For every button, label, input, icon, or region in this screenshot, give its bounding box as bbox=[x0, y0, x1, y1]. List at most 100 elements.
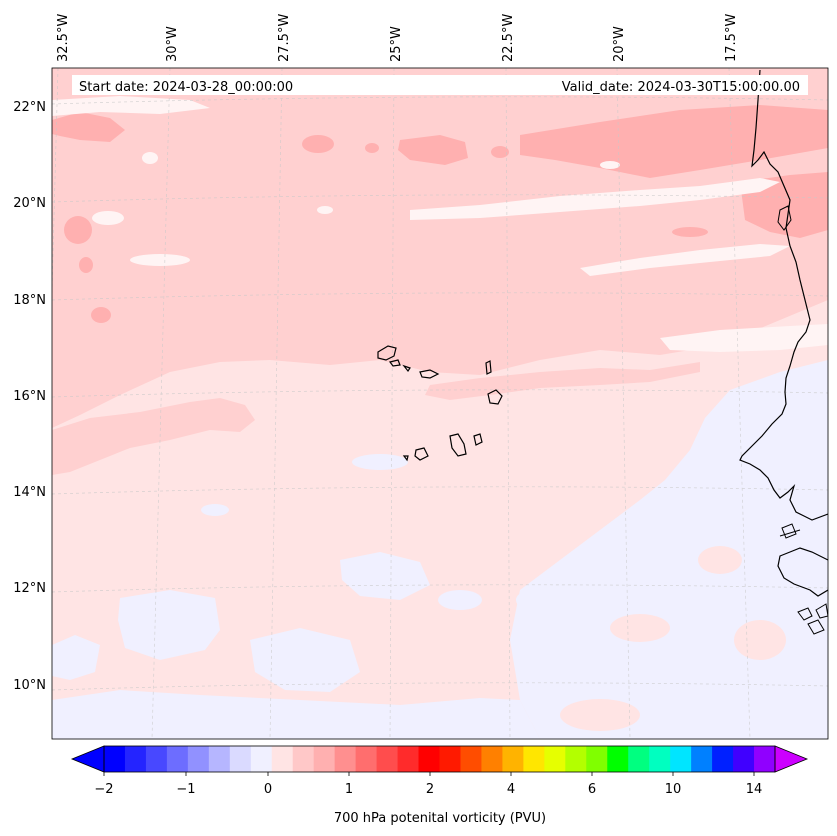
colorbar-cell bbox=[460, 746, 482, 772]
colorbar-cell bbox=[649, 746, 671, 772]
lat-label: 14°N bbox=[13, 485, 46, 500]
colorbar-cell bbox=[670, 746, 692, 772]
colorbar-cell bbox=[502, 746, 524, 772]
colorbar-cell bbox=[544, 746, 566, 772]
lat-label: 22°N bbox=[13, 100, 46, 115]
colorbar-tick-labels: −2 −1 0 1 2 4 6 10 14 bbox=[94, 782, 762, 797]
pv-field-darkpink-c bbox=[398, 135, 468, 165]
lat-label: 20°N bbox=[13, 196, 46, 211]
pv-field-blue-s5 bbox=[52, 690, 540, 739]
island-boa-vista bbox=[487, 389, 503, 405]
lat-label: 16°N bbox=[13, 389, 46, 404]
island-fogo bbox=[414, 447, 429, 461]
colorbar-over-triangle bbox=[774, 745, 809, 773]
colorbar-cell bbox=[292, 746, 315, 772]
pv-field-white-dot-5 bbox=[600, 161, 620, 169]
colorbar-cell bbox=[481, 746, 503, 772]
pv-field-white-dot-2 bbox=[92, 211, 124, 225]
pv-field-pink-pocket-1 bbox=[610, 614, 670, 642]
pv-field-darkpink-w3 bbox=[79, 257, 93, 273]
pv-field-darkpink-e2 bbox=[672, 227, 708, 237]
island-santa-luzia bbox=[402, 364, 411, 373]
colorbar-cell bbox=[250, 746, 273, 772]
colorbar-cell bbox=[607, 746, 629, 772]
lon-label: 25°W bbox=[389, 26, 404, 62]
colorbar-cells bbox=[104, 746, 776, 772]
pv-field-blue-s1 bbox=[118, 590, 220, 660]
colorbar-cell bbox=[229, 746, 252, 772]
pv-field-blue-s4 bbox=[340, 552, 430, 600]
colorbar-outline bbox=[103, 745, 776, 773]
colorbar-tick-label: 10 bbox=[665, 782, 682, 797]
colorbar-cell bbox=[166, 746, 189, 772]
colorbar-cell bbox=[145, 746, 168, 772]
pv-field-darkpink-n1 bbox=[302, 135, 334, 153]
island-santiago bbox=[449, 433, 467, 457]
pv-field-darkpink-ne bbox=[520, 105, 828, 178]
island-sao-vicente bbox=[388, 359, 401, 367]
island-brava bbox=[402, 455, 409, 462]
colorbar-cell bbox=[523, 746, 545, 772]
colorbar-label: 700 hPa potenital vorticity (PVU) bbox=[334, 811, 546, 826]
start-date-label: Start date: 2024-03-28_00:00:00 bbox=[79, 80, 293, 95]
colorbar-under-triangle bbox=[70, 745, 105, 773]
lon-label: 32.5°W bbox=[56, 14, 71, 62]
colorbar-tick-label: 0 bbox=[264, 782, 272, 797]
lat-labels: 22°N 20°N 18°N 16°N 14°N 12°N 10°N bbox=[13, 100, 46, 693]
pv-field-white-streak-2 bbox=[580, 244, 790, 276]
colorbar-cell bbox=[376, 746, 399, 772]
pv-field-darkpink-w4 bbox=[91, 307, 111, 323]
pv-field-white-dot-1 bbox=[142, 152, 158, 164]
pv-field-blue-c1 bbox=[352, 454, 408, 470]
island-maio bbox=[473, 433, 483, 446]
pv-field-tongue-1 bbox=[52, 398, 255, 475]
colorbar-cell bbox=[187, 746, 210, 772]
pv-field-pink-pocket-2 bbox=[698, 546, 742, 574]
pv-field-blue-c4 bbox=[516, 588, 564, 612]
pv-field-darkpink-w1 bbox=[52, 112, 125, 142]
map-panel bbox=[52, 68, 828, 739]
africa-coastline bbox=[739, 69, 828, 597]
colorbar-cell bbox=[733, 746, 755, 772]
colorbar-tick-label: 14 bbox=[746, 782, 763, 797]
lon-label: 30°W bbox=[165, 26, 180, 62]
cape-verde-islands bbox=[377, 345, 503, 462]
colorbar-cell bbox=[439, 746, 461, 772]
lat-label: 10°N bbox=[13, 678, 46, 693]
date-strip bbox=[72, 75, 808, 95]
colorbar-tick-label: −2 bbox=[94, 782, 113, 797]
island-sal bbox=[485, 360, 492, 375]
colorbar-cell bbox=[418, 746, 440, 772]
pv-field-pink-pocket-4 bbox=[560, 699, 640, 731]
colorbar-tick-label: −1 bbox=[176, 782, 195, 797]
pv-field-darkpink-w2 bbox=[64, 216, 92, 244]
pv-field-blue-c3 bbox=[438, 590, 482, 610]
pv-field-darkpink-n2 bbox=[365, 143, 379, 153]
lon-label: 22.5°W bbox=[501, 14, 516, 62]
colorbar-cell bbox=[271, 746, 294, 772]
colorbar-cell bbox=[586, 746, 608, 772]
island-santo-antao bbox=[377, 345, 397, 361]
island-sao-nicolau bbox=[419, 369, 440, 379]
colorbar-cell bbox=[691, 746, 713, 772]
pv-field-blue-s3 bbox=[250, 628, 360, 692]
pv-field-white-dot-3 bbox=[130, 254, 190, 266]
pv-field-pink-pocket-3 bbox=[734, 620, 786, 660]
colorbar-cell bbox=[208, 746, 231, 772]
map-frame bbox=[51, 67, 829, 740]
colorbar-cell bbox=[712, 746, 734, 772]
colorbar-cell bbox=[397, 746, 420, 772]
pv-field-white-streak-4 bbox=[660, 324, 828, 352]
colorbar-tick-label: 1 bbox=[345, 782, 353, 797]
colorbar-cell bbox=[334, 746, 357, 772]
colorbar-cell bbox=[104, 746, 126, 772]
pv-field-white-dot-4 bbox=[317, 206, 333, 214]
colorbar-tick-label: 4 bbox=[507, 782, 515, 797]
colorbar-cell bbox=[124, 746, 147, 772]
pv-field-white-streak-1 bbox=[410, 178, 780, 220]
colorbar-ticks bbox=[103, 772, 755, 776]
colorbar-cell bbox=[313, 746, 336, 772]
colorbar: −2 −1 0 1 2 4 6 10 14 700 hPa potenital … bbox=[70, 745, 809, 826]
lon-label: 17.5°W bbox=[724, 14, 739, 62]
